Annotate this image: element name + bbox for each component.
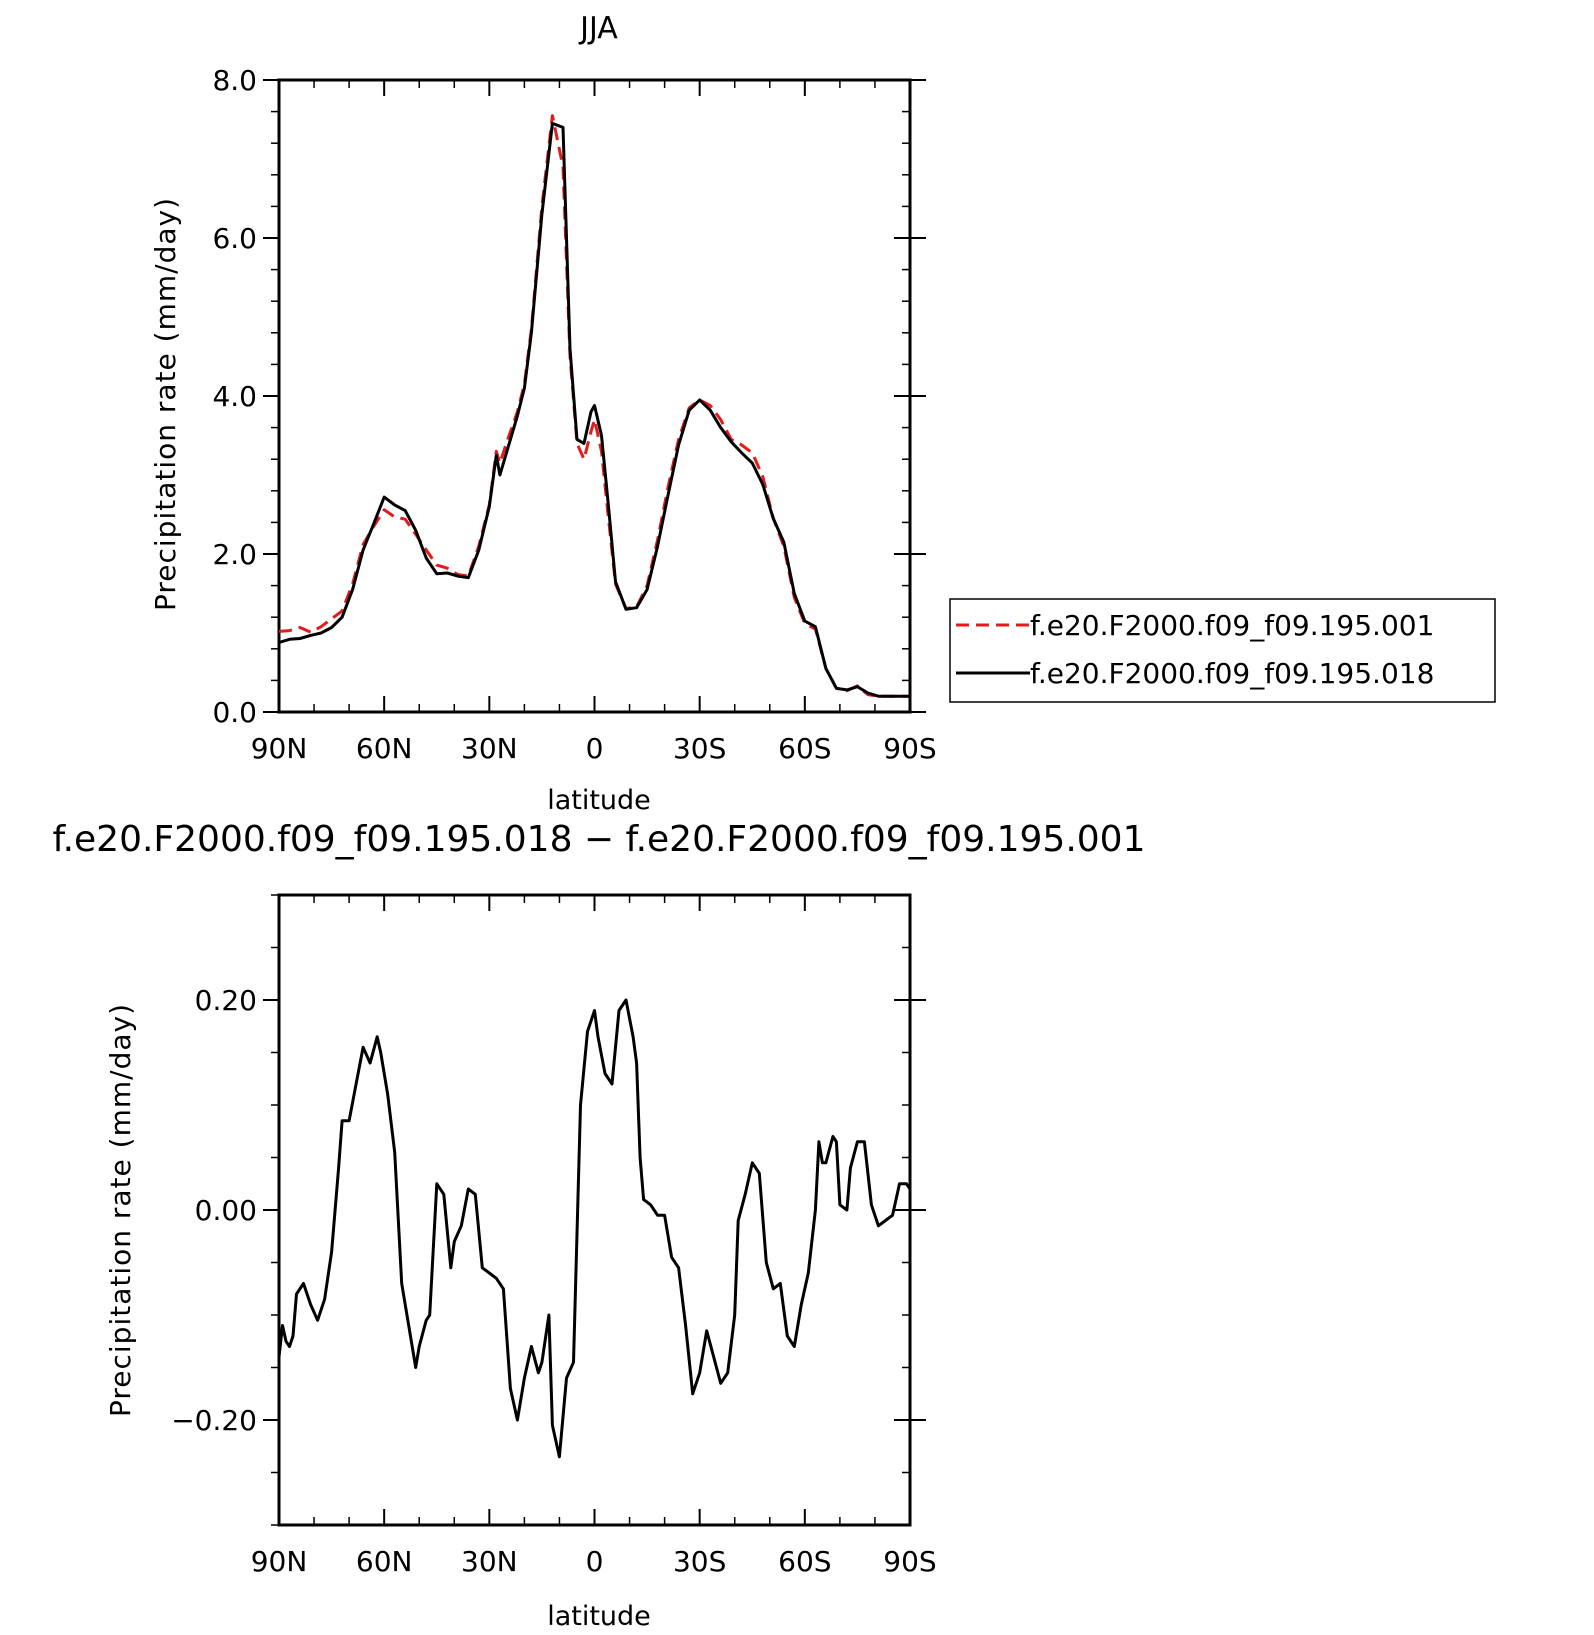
legend-label-series-1: f.e20.F2000.f09_f09.195.001 — [1030, 609, 1434, 642]
top-x-tick-label: 90S — [883, 732, 936, 765]
top-panel: JJA Precipitation rate (mm/day) latitude… — [149, 11, 937, 816]
top-y-tick-label: 2.0 — [212, 538, 257, 571]
bottom-x-tick-label: 60N — [356, 1545, 413, 1578]
bottom-x-tick-label: 30S — [673, 1545, 726, 1578]
bottom-x-tick-label: 0 — [586, 1545, 604, 1578]
top-x-tick-label: 90N — [251, 732, 308, 765]
top-plot-area: 90N 60N 30N 0 30S 60S 90S 0.0 2.0 4.0 6.0 8.0 — [212, 64, 936, 765]
top-y-tick-label: 4.0 — [212, 380, 257, 413]
top-x-tick-label: 0 — [586, 732, 604, 765]
bottom-y-tick-label: −0.20 — [171, 1404, 257, 1437]
bottom-y-tick-label: 0.00 — [195, 1194, 257, 1227]
top-y-tick-label: 0.0 — [212, 696, 257, 729]
top-x-tick-label: 30S — [673, 732, 726, 765]
top-y-tick-label: 8.0 — [212, 64, 257, 97]
top-x-tick-label: 60S — [778, 732, 831, 765]
top-y-axis-label: Precipitation rate (mm/day) — [149, 197, 182, 611]
top-x-tick-label: 30N — [461, 732, 518, 765]
top-x-axis-label: latitude — [547, 785, 651, 816]
bottom-y-tick-label: 0.20 — [195, 984, 257, 1017]
top-y-tick-label: 6.0 — [212, 222, 257, 255]
top-x-tick-label: 60N — [356, 732, 413, 765]
top-legend: f.e20.F2000.f09_f09.195.001 f.e20.F2000.… — [949, 598, 1496, 703]
bottom-x-tick-label: 60S — [778, 1545, 831, 1578]
bottom-x-tick-label: 90S — [883, 1545, 936, 1578]
legend-label-series-2: f.e20.F2000.f09_f09.195.018 — [1030, 657, 1434, 690]
bottom-x-tick-label: 30N — [461, 1545, 518, 1578]
bottom-panel: f.e20.F2000.f09_f09.195.018 − f.e20.F200… — [53, 819, 1146, 1632]
bottom-plot-area: 90N 60N 30N 0 30S 60S 90S −0.20 0.00 0.20 — [171, 893, 937, 1578]
legend-box — [949, 598, 1496, 703]
top-series-line-2 — [278, 121, 910, 698]
top-chart-title: JJA — [578, 11, 618, 46]
top-plot-frame — [277, 78, 912, 714]
bottom-chart-title: f.e20.F2000.f09_f09.195.018 − f.e20.F200… — [53, 819, 1146, 860]
bottom-x-tick-label: 90N — [251, 1545, 308, 1578]
bottom-series-line-1 — [277, 998, 912, 1459]
bottom-x-axis-label: latitude — [547, 1601, 651, 1632]
bottom-y-axis-label: Precipitation rate (mm/day) — [104, 1003, 137, 1417]
